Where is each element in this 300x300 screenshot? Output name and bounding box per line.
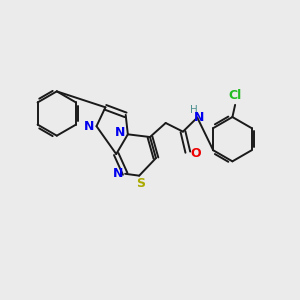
Text: N: N (194, 111, 204, 124)
Text: S: S (136, 177, 145, 190)
Text: O: O (190, 147, 201, 160)
Text: Cl: Cl (229, 89, 242, 103)
Text: N: N (112, 167, 123, 180)
Text: N: N (115, 127, 125, 140)
Text: N: N (84, 120, 94, 133)
Text: H: H (190, 105, 198, 115)
